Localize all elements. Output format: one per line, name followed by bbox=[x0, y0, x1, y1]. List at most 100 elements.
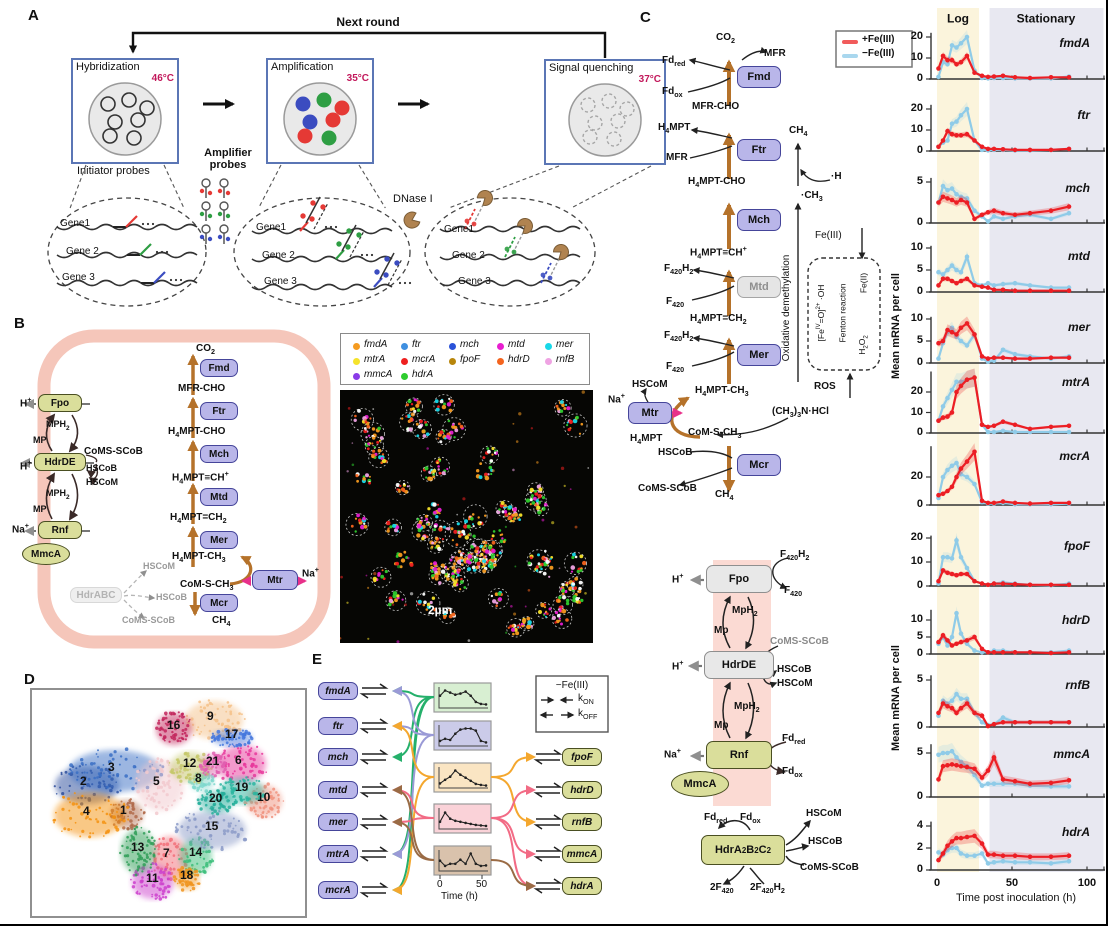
e-gene-rnfB: rnfB bbox=[562, 813, 602, 831]
label-panel_c-bottom-mph2b: MpH2 bbox=[734, 701, 760, 714]
e-gene-fmdA: fmdA bbox=[318, 682, 358, 700]
umap-svg bbox=[52, 699, 285, 901]
legend-dot-rnfB bbox=[545, 358, 552, 365]
cell-spot bbox=[297, 128, 313, 144]
e-gene-hdrA: hdrA bbox=[562, 877, 602, 895]
label-panel_a-stages-2-temp: 37°C bbox=[638, 74, 661, 85]
xlabel-time: Time post inoculation (h) bbox=[955, 892, 1077, 905]
label-panel_c-top-f420h2b: F420H2 bbox=[664, 330, 694, 343]
box-fpo: Fpo bbox=[706, 565, 772, 593]
box-mtd: Mtd bbox=[200, 488, 238, 506]
cluster-number-10: 10 bbox=[257, 790, 271, 804]
label-panel_a-stages-2-title: Signal quenching bbox=[549, 62, 634, 74]
label-panel_c-top-f420h2a: F420H2 bbox=[664, 263, 694, 276]
label-panel_c-bottom-comsscob: CoMS-SCoB bbox=[770, 636, 829, 647]
cell-spot-quenched bbox=[606, 131, 622, 147]
cluster-number-18: 18 bbox=[180, 868, 194, 882]
e-legend-box bbox=[535, 675, 609, 733]
label-panel_a-initiator_probes: Initiator probes bbox=[77, 165, 150, 177]
scale-bar-label: 2µm bbox=[428, 603, 453, 617]
cell-spot bbox=[325, 112, 341, 128]
ytick-fpoF-0: 0 bbox=[916, 579, 923, 591]
label-panel_a-dnase: DNase I bbox=[393, 193, 433, 205]
box-fpo: Fpo bbox=[38, 394, 82, 412]
ytick-mer-0: 0 bbox=[916, 356, 923, 368]
ytick-mtd-10: 10 bbox=[910, 241, 923, 253]
label-panel_c-top-ch3n: (CH3)3N·HCl bbox=[772, 406, 829, 419]
label-panel_c-bottom-mpa: Mp bbox=[714, 625, 729, 636]
box-mch: Mch bbox=[737, 209, 781, 231]
label-panel_c-top-fdred: Fdred bbox=[662, 55, 686, 68]
ytick-fpoF-20: 20 bbox=[910, 531, 923, 543]
label-panel_c-top-ch4b: CH4 bbox=[715, 489, 734, 502]
label-panel_b-cofactors-hscob: HSCoB bbox=[86, 463, 117, 473]
gene-line-label: Gene 3 bbox=[62, 272, 95, 283]
ylabel-bottom: Mean mRNA per cell bbox=[890, 645, 903, 751]
legend-label-mch: mch bbox=[460, 339, 479, 350]
label-panel_b-ions-h1: H+ bbox=[20, 395, 32, 410]
gene-line-label: Gene 3 bbox=[264, 276, 297, 287]
cell-spot-quenched bbox=[582, 129, 598, 145]
ytick-fmdA-0: 0 bbox=[916, 72, 923, 84]
ytick-hdrD-10: 10 bbox=[910, 613, 923, 625]
gene-line-label: Gene 2 bbox=[262, 250, 295, 261]
label-panel_c-top-mfr2: MFR bbox=[666, 152, 688, 163]
membrane-band bbox=[713, 560, 771, 806]
box-hdrde: HdrDE bbox=[704, 651, 774, 679]
cluster-number-19: 19 bbox=[235, 780, 249, 794]
stationary-phase-band bbox=[989, 8, 1104, 872]
cluster-number-20: 20 bbox=[209, 791, 223, 805]
box-rnf: Rnf bbox=[38, 521, 82, 539]
label-panel_c-top-h4mptcho: H4MPT-CHO bbox=[688, 176, 746, 189]
cell-spot-quenched bbox=[587, 115, 603, 131]
label-panel_a-next_round: Next round bbox=[336, 15, 400, 29]
microscopy-image bbox=[340, 390, 593, 643]
label-panel_c-bottom-comsscob2: CoMS-SCoB bbox=[800, 862, 859, 873]
label-panel_c-top-h4mpt2: H4MPT bbox=[630, 433, 663, 446]
header-log: Log bbox=[947, 11, 969, 26]
plot-gene-mch: mch bbox=[1065, 180, 1090, 195]
legend-dot-mmcA bbox=[353, 373, 360, 380]
miniplot-3 bbox=[433, 803, 492, 834]
label-panel_b-cofactors-comsscob: CoMS-SCoB bbox=[84, 446, 143, 457]
chart-mcrA bbox=[926, 443, 1105, 507]
ytick-mcrA-20: 20 bbox=[910, 470, 923, 482]
ytick-mtrA-0: 0 bbox=[916, 426, 923, 438]
gene-line-label: Gene 2 bbox=[66, 246, 99, 257]
label-panel_c-top-fdox: Fdox bbox=[662, 86, 683, 99]
hairpin-icon bbox=[201, 178, 211, 188]
legend-dot-fmdA bbox=[353, 343, 360, 350]
ytick-mtrA-20: 20 bbox=[910, 385, 923, 397]
box-mcr: Mcr bbox=[737, 454, 781, 476]
xtick-0: 0 bbox=[933, 877, 941, 890]
legend-dot-mtrA bbox=[353, 358, 360, 365]
ytick-fmdA-10: 10 bbox=[910, 51, 923, 63]
box-mtd: Mtd bbox=[737, 276, 781, 298]
label-panel_b-pathway-h4mptch2: H4MPT=CH2 bbox=[170, 512, 227, 525]
label-panel_b-grayed-hscob: HSCoB bbox=[156, 592, 187, 602]
label-panel_e-label: E bbox=[312, 651, 323, 668]
label-oxidative-demethylation: Oxidative demethylation bbox=[780, 254, 792, 362]
plot-gene-hdrD: hdrD bbox=[1062, 612, 1090, 627]
cell-spot bbox=[126, 130, 142, 146]
ytick-rnfB-0: 0 bbox=[916, 720, 923, 732]
legend-label-hdrA: hdrA bbox=[412, 369, 434, 380]
cluster-number-15: 15 bbox=[205, 819, 219, 833]
legend-label-fpoF: fpoF bbox=[460, 354, 481, 365]
box-mtr: Mtr bbox=[628, 402, 672, 424]
box-rnf: Rnf bbox=[706, 741, 772, 769]
label-panel_c-bottom-hscob2: HSCoB bbox=[808, 836, 843, 847]
cluster-number-16: 16 bbox=[167, 718, 181, 732]
plot-gene-fmdA: fmdA bbox=[1059, 35, 1090, 50]
label-panel_b-grayed-hscom: HSCoM bbox=[143, 561, 175, 571]
legend-label-hdrD: hdrD bbox=[508, 354, 530, 365]
ytick-ftr-20: 20 bbox=[910, 102, 923, 114]
label-panel_c-top-ch3: ·CH3 bbox=[801, 190, 823, 203]
label-panel_b-cofactors-hscom: HSCoM bbox=[86, 477, 118, 487]
label-panel_c-bottom-mph2a: MpH2 bbox=[732, 605, 758, 618]
cell-spot bbox=[295, 96, 311, 112]
ytick-mtd-0: 0 bbox=[916, 285, 923, 297]
ytick-mmcA-5: 5 bbox=[916, 746, 923, 758]
dnase-pacman-icon bbox=[516, 218, 533, 234]
